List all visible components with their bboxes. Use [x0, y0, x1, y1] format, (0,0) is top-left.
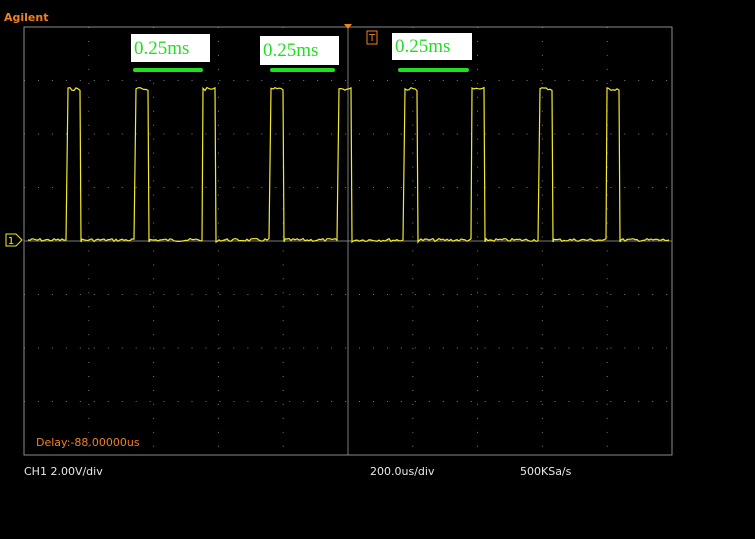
timebase: 200.0us/div — [370, 465, 435, 478]
annotation-bar — [398, 68, 469, 72]
trigger-marker: T — [368, 33, 376, 44]
channel-marker-box — [5, 233, 23, 247]
brand: Agilent — [4, 11, 48, 24]
waveform-trace — [27, 86, 670, 244]
annotation-bar — [133, 68, 203, 72]
annotation-box — [260, 36, 339, 65]
annotation-bar — [270, 68, 335, 72]
delay-readout: Delay:-88.00000us — [36, 436, 140, 449]
sample-rate: 500KSa/s — [520, 465, 572, 478]
annotation-label: 0.25ms — [395, 36, 450, 57]
channel-marker: 1 — [8, 236, 14, 247]
channel-scale: CH1 2.00V/div — [24, 465, 103, 478]
annotation-box — [392, 33, 472, 60]
annotation-label: 0.25ms — [263, 40, 318, 61]
trigger-level-box — [366, 30, 378, 45]
annotation-label: 0.25ms — [134, 38, 189, 59]
trigger-position-marker — [344, 24, 352, 29]
annotation-box — [131, 34, 210, 62]
